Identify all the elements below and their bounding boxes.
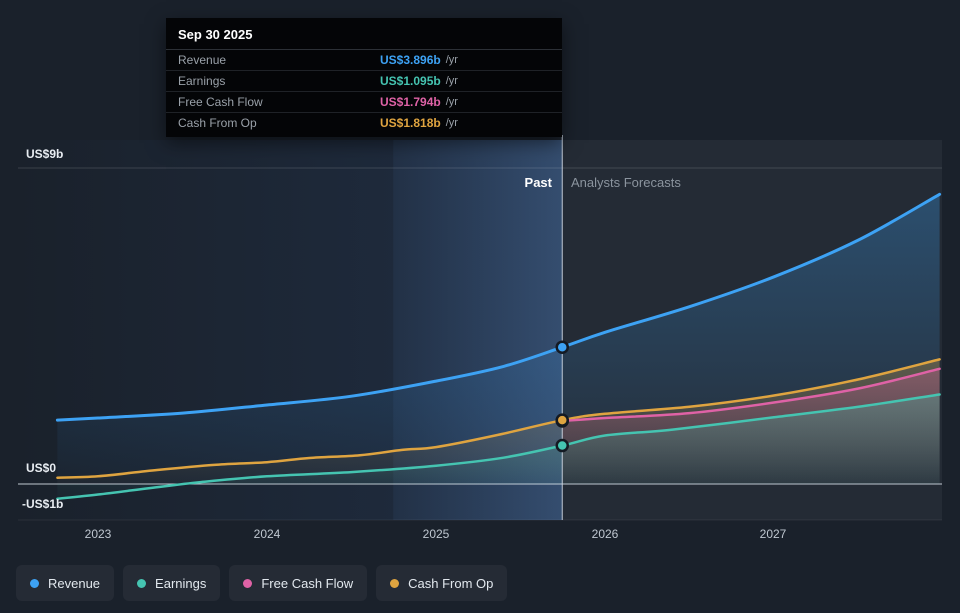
cash-from-op-dot-icon	[390, 578, 400, 588]
legend-label-revenue: Revenue	[48, 575, 101, 591]
tooltip-row-cash-from-op: Cash From Op US$1.818b /yr	[166, 113, 562, 133]
x-axis-label-2026: 2026	[591, 527, 619, 541]
tooltip-suffix: /yr	[445, 96, 458, 108]
tooltip-suffix: /yr	[445, 117, 458, 129]
tooltip-value: US$1.794b	[380, 95, 441, 109]
series-line-earnings[interactable]	[56, 393, 941, 500]
tooltip-value: US$1.095b	[380, 74, 441, 88]
marker-cash-from-op[interactable]	[555, 413, 569, 427]
series-line-free-cash-flow[interactable]	[560, 367, 941, 423]
tooltip-row-earnings: Earnings US$1.095b /yr	[166, 71, 562, 92]
free-cash-flow-dot-icon	[243, 578, 253, 588]
x-axis-label-2025: 2025	[422, 527, 450, 541]
y-axis-label-neg1b: -US$1b	[22, 497, 64, 511]
tooltip-value: US$3.896b	[380, 53, 441, 67]
legend-item-cash-from-op[interactable]: Cash From Op	[376, 565, 508, 601]
tooltip-date: Sep 30 2025	[166, 18, 562, 50]
y-axis-label-9b: US$9b	[26, 147, 64, 161]
earnings-dot-icon	[137, 578, 147, 588]
past-label: Past	[524, 175, 552, 190]
revenue-dot-icon	[30, 578, 39, 588]
tooltip-label: Cash From Op	[178, 116, 257, 130]
tooltip-row-revenue: Revenue US$3.896b /yr	[166, 50, 562, 71]
forecast-label: Analysts Forecasts	[571, 175, 681, 190]
tooltip-suffix: /yr	[445, 75, 458, 87]
legend-label-earnings: Earnings	[155, 575, 207, 591]
legend-item-earnings[interactable]: Earnings	[123, 565, 221, 601]
legend-item-revenue[interactable]: Revenue	[16, 565, 115, 601]
x-axis-label-2024: 2024	[253, 527, 281, 541]
tooltip-label: Free Cash Flow	[178, 95, 263, 109]
series-line-cash-from-op[interactable]	[56, 358, 941, 479]
x-axis-label-2027: 2027	[759, 527, 787, 541]
tooltip-suffix: /yr	[445, 54, 458, 66]
tooltip-value: US$1.818b	[380, 116, 441, 130]
data-tooltip: Sep 30 2025 Revenue US$3.896b /yr Earnin…	[166, 18, 562, 137]
tooltip-label: Revenue	[178, 53, 227, 67]
series-area-earnings	[57, 394, 940, 499]
legend-label-free-cash-flow: Free Cash Flow	[261, 575, 354, 591]
legend-label-cash-from-op: Cash From Op	[408, 575, 494, 591]
marker-earnings[interactable]	[555, 438, 569, 453]
tooltip-row-free-cash-flow: Free Cash Flow US$1.794b /yr	[166, 92, 562, 113]
marker-revenue[interactable]	[555, 340, 569, 354]
legend: Revenue Earnings Free Cash Flow Cash Fro…	[16, 565, 508, 601]
legend-item-free-cash-flow[interactable]: Free Cash Flow	[229, 565, 368, 601]
y-axis-label-0: US$0	[26, 461, 57, 475]
series-line-revenue[interactable]	[55, 192, 942, 422]
x-axis-label-2023: 2023	[84, 527, 112, 541]
tooltip-label: Earnings	[178, 74, 226, 88]
